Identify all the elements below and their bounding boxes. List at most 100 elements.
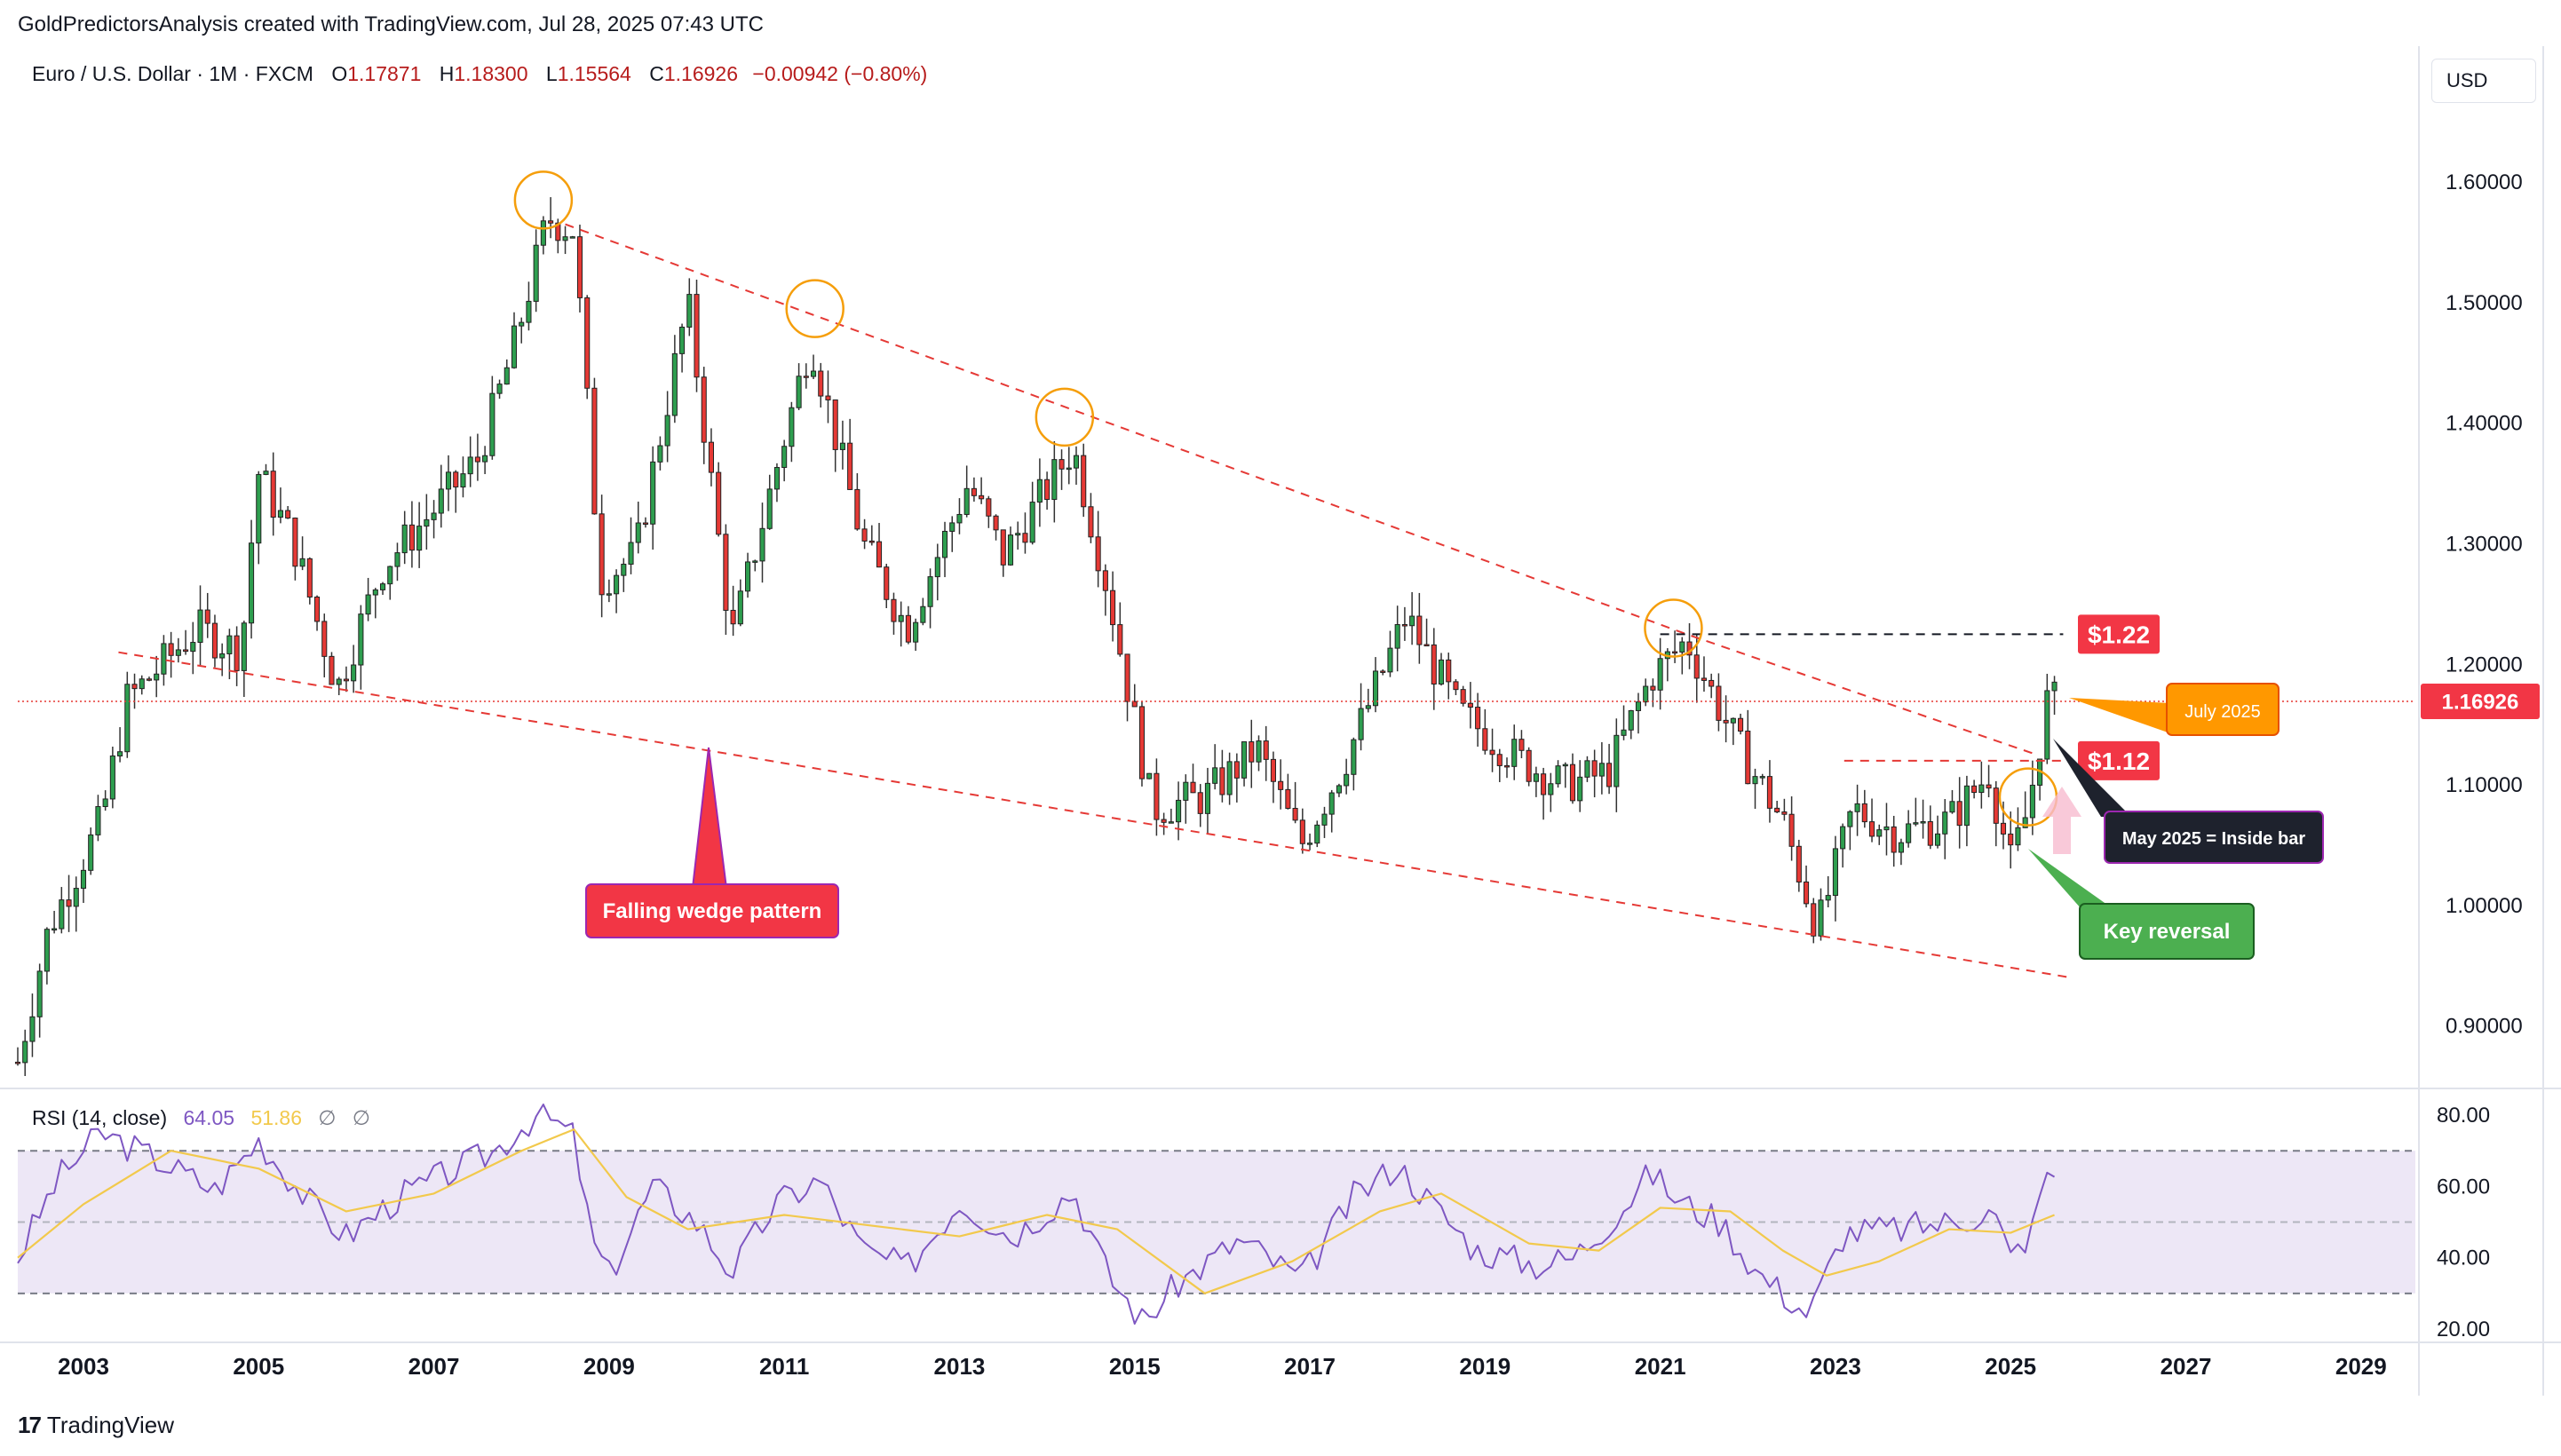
candle-body: [737, 590, 743, 625]
candle-body: [95, 806, 101, 835]
candle-body: [1598, 763, 1605, 777]
candle-body: [868, 540, 875, 543]
candle-body: [1007, 534, 1014, 566]
time-axis[interactable]: 2003 2005 2007 2009 2011 2013 2015 2017 2019 2021…: [58, 1353, 2387, 1380]
rsi-axis[interactable]: 20.00 40.00 60.00 80.00: [2437, 1104, 2490, 1341]
candle-body: [102, 798, 108, 808]
highlight-circle: [785, 279, 844, 338]
high-value: 1.18300: [454, 62, 528, 85]
low-label: L: [545, 62, 558, 85]
rsi-extra-1: ∅: [318, 1106, 337, 1129]
tradingview-brand[interactable]: 17 TradingView: [18, 1412, 174, 1439]
candle-body: [664, 415, 670, 447]
candle-body: [1942, 811, 1948, 835]
inside-bar-box[interactable]: [2104, 811, 2324, 864]
candle-body: [204, 609, 210, 624]
candle-body: [394, 552, 400, 567]
candle-body: [154, 673, 160, 681]
candle-body: [1446, 659, 1452, 683]
candle-body: [876, 541, 883, 568]
candle-body: [993, 515, 999, 531]
symbol-name[interactable]: Euro / U.S. Dollar · 1M · FXCM: [32, 62, 313, 85]
candle-body: [949, 522, 955, 532]
price-axis[interactable]: 0.90000 1.00000 1.10000 1.20000 1.30000 1.400…: [2446, 170, 2523, 1039]
open-label: O: [331, 62, 348, 85]
candle-body: [52, 928, 58, 931]
candle-body: [1131, 700, 1138, 708]
candle-body: [1949, 801, 1955, 813]
candle-body: [343, 678, 349, 682]
time-tick-label: 2023: [1810, 1353, 1861, 1380]
candle-body: [1591, 760, 1598, 777]
candle-body: [1934, 833, 1941, 846]
candle-body: [131, 684, 138, 690]
time-tick-label: 2011: [759, 1353, 809, 1380]
candle-body: [1292, 808, 1298, 821]
rsi-line: [17, 1104, 2056, 1325]
candle-body: [1110, 590, 1116, 626]
level-122-tag-text: $1.22: [2088, 621, 2150, 648]
rsi-tick-label: 60.00: [2437, 1175, 2490, 1199]
candle-body: [1526, 749, 1532, 782]
candle-body: [1015, 533, 1021, 536]
july-2025-box[interactable]: [2166, 683, 2280, 736]
falling-wedge-box[interactable]: [585, 883, 839, 938]
candle-body: [14, 1061, 21, 1064]
candle-body: [1365, 705, 1371, 709]
candle-body: [766, 488, 773, 529]
candle-body: [226, 635, 233, 654]
candle-body: [934, 557, 940, 578]
candle-body: [1898, 842, 1904, 853]
candle-body: [1351, 739, 1357, 775]
candle-body: [854, 488, 860, 530]
candle-body: [1358, 708, 1364, 740]
candle-body: [847, 442, 853, 490]
candle-body: [1270, 758, 1276, 782]
candle-body: [701, 376, 707, 443]
candle-body: [1986, 784, 1992, 789]
candle-body: [1146, 772, 1153, 779]
candle-body: [1657, 658, 1663, 691]
candle-body: [1058, 459, 1065, 470]
level-122-tag-box[interactable]: [2078, 614, 2160, 654]
candle-body: [1299, 819, 1305, 844]
candle-body: [1883, 826, 1890, 831]
highlight-circle: [1998, 767, 2058, 827]
candle-body: [1854, 803, 1860, 812]
candle-body: [1233, 761, 1240, 779]
time-tick-label: 2015: [1109, 1353, 1161, 1380]
candle-body: [256, 473, 262, 544]
level-112-tag-box[interactable]: [2078, 740, 2160, 780]
candle-body: [963, 487, 970, 515]
candle-body: [1868, 821, 1875, 837]
candle-body: [306, 558, 313, 598]
candle-body: [1190, 781, 1196, 794]
candle-body: [642, 522, 649, 526]
candle-body: [1423, 644, 1430, 647]
rsi-tick-label: 20.00: [2437, 1318, 2490, 1341]
candle-body: [1584, 760, 1590, 778]
key-reversal-box[interactable]: [2079, 903, 2255, 960]
level-112-tag-text: $1.12: [2088, 748, 2150, 775]
last-price-tag-box[interactable]: [2421, 684, 2540, 720]
candle-body: [628, 542, 634, 565]
currency-button[interactable]: USD: [2431, 59, 2536, 103]
candle-body: [1431, 644, 1437, 684]
candle-body: [1183, 781, 1189, 801]
candle-body: [1154, 772, 1160, 820]
candle-body: [408, 524, 415, 551]
time-tick-label: 2025: [1985, 1353, 2036, 1380]
rsi-ma-line: [17, 1128, 2055, 1294]
rsi-name[interactable]: RSI (14, close): [32, 1106, 168, 1129]
candle-body: [299, 558, 305, 567]
rsi-lines: [17, 1104, 2056, 1325]
price-tick-label: 1.10000: [2446, 773, 2523, 797]
candle-body: [1679, 641, 1685, 653]
candle-body: [716, 471, 722, 535]
candle-body: [1321, 813, 1328, 826]
candle-body: [1401, 624, 1407, 627]
brand-name: TradingView: [46, 1412, 174, 1438]
candle-body: [796, 376, 802, 408]
candle-body: [1482, 728, 1488, 751]
